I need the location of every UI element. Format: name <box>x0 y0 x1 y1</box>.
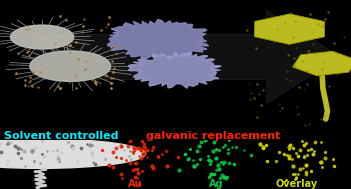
Polygon shape <box>107 19 209 60</box>
Text: Solvent controlled: Solvent controlled <box>4 131 122 141</box>
Text: Au: Au <box>128 179 143 189</box>
Polygon shape <box>128 52 221 88</box>
Text: Overlay: Overlay <box>276 179 318 189</box>
Polygon shape <box>293 51 351 76</box>
Text: Ag: Ag <box>208 179 223 189</box>
Circle shape <box>30 51 111 81</box>
Polygon shape <box>254 14 325 44</box>
Text: galvanic replacement: galvanic replacement <box>146 131 280 141</box>
Polygon shape <box>35 11 340 103</box>
Circle shape <box>0 139 146 168</box>
Circle shape <box>11 25 74 49</box>
